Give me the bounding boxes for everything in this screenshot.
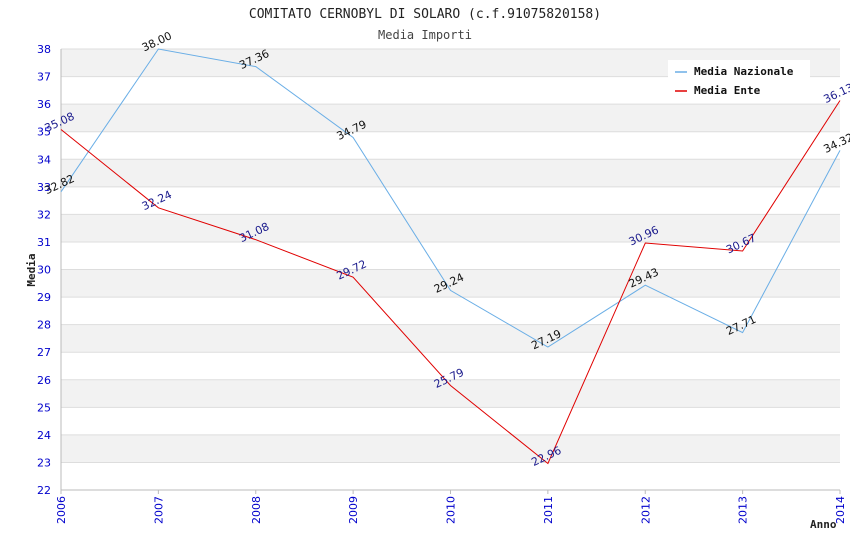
y-tick-label: 37 (37, 71, 51, 84)
grid-band (61, 131, 840, 160)
y-tick-label: 29 (37, 291, 51, 304)
x-tick-label: 2013 (737, 496, 750, 524)
grid-band (61, 407, 840, 435)
x-tick-label: 2007 (152, 496, 165, 524)
grid-band (61, 324, 840, 353)
y-tick-label: 31 (37, 236, 51, 249)
y-axis-title: Media (25, 253, 38, 286)
y-tick-label: 25 (37, 401, 51, 414)
y-tick-label: 26 (37, 374, 51, 387)
grid-band (61, 214, 840, 242)
y-tick-label: 38 (37, 43, 51, 56)
grid-band (61, 241, 840, 270)
x-tick-label: 2011 (542, 496, 555, 524)
grid-band (61, 297, 840, 325)
x-tick-label: 2012 (639, 496, 652, 524)
grid-band (61, 104, 840, 132)
y-tick-label: 27 (37, 346, 51, 359)
grid-band (61, 379, 840, 408)
y-tick-label: 23 (37, 456, 51, 469)
grid-band (61, 462, 840, 490)
legend-label-media-nazionale: Media Nazionale (694, 65, 794, 78)
series-line-media-nazionale (60, 48, 841, 348)
grid-band (61, 159, 840, 187)
y-tick-label: 24 (37, 429, 51, 442)
grid-band (61, 269, 840, 298)
x-tick-label: 2008 (250, 496, 263, 524)
y-tick-label: 30 (37, 264, 51, 277)
grid-band (61, 186, 840, 215)
x-tick-label: 2010 (445, 496, 458, 524)
series-line-media-ente (60, 100, 841, 465)
x-tick-label: 2006 (55, 496, 68, 524)
y-tick-label: 22 (37, 484, 51, 497)
x-axis-ticks: 2006 2007 2008 2009 2010 2011 2012 2013 2014 (55, 490, 847, 524)
y-tick-label: 28 (37, 319, 51, 332)
legend-label-media-ente: Media Ente (694, 84, 761, 97)
legend: Media Nazionale Media Ente (668, 60, 810, 100)
series-lines (60, 48, 841, 465)
x-axis-title: Anno (810, 518, 837, 531)
grid-band (61, 434, 840, 463)
plot-background (61, 48, 840, 491)
y-tick-label: 33 (37, 181, 51, 194)
y-tick-label: 36 (37, 98, 51, 111)
x-tick-label: 2009 (347, 496, 360, 524)
y-axis-ticks: 22 23 24 25 26 27 28 29 30 31 32 33 34 35 36 37 38 (37, 43, 51, 497)
legend-box (668, 60, 810, 100)
chart-title: COMITATO CERNOBYL DI SOLARO (c.f.9107582… (249, 7, 601, 22)
grid-band (61, 352, 840, 380)
y-tick-label: 34 (37, 153, 51, 166)
chart-subtitle: Media Importi (378, 28, 472, 42)
x-tick-label: 2014 (834, 496, 847, 524)
y-tick-label: 32 (37, 208, 51, 221)
y-tick-label: 35 (37, 126, 51, 139)
